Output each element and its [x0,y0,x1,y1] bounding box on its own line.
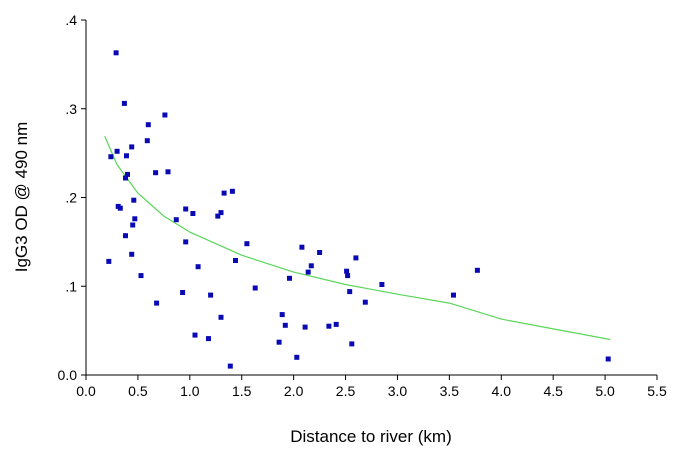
data-point [605,356,611,362]
data-point [123,233,128,239]
data-point [333,321,339,327]
data-point [305,269,311,275]
y-tick-label: 0.0 [58,367,78,383]
x-tick-label: 0.5 [128,383,148,399]
data-point [106,258,112,264]
data-point [252,285,258,291]
x-tick-label: 1.0 [180,383,200,399]
data-point [451,292,456,298]
data-point [154,300,160,306]
data-point [138,273,144,279]
x-tick-label: 5.0 [595,383,615,399]
data-point [125,171,130,177]
data-point [173,217,179,223]
y-axis-ticks: 0.0 .1 .2 .3 .4 [58,12,86,383]
data-point [130,222,136,228]
data-point [227,363,233,369]
data-point [276,339,282,345]
data-point [345,273,351,279]
data-point [244,241,250,247]
y-tick-label: .4 [65,12,77,28]
fit-curve [104,136,611,341]
data-point [287,275,292,281]
data-point [192,332,198,338]
data-point [144,138,150,144]
data-point [183,206,189,212]
x-axis-title: Distance to river (km) [290,427,452,446]
data-point [131,197,137,203]
data-point [117,205,123,211]
data-point [218,210,224,216]
data-point [347,289,353,295]
data-point [183,239,189,245]
data-point [165,169,171,175]
data-point [108,154,114,160]
data-point [379,282,385,287]
data-point [344,268,350,274]
data-point [294,354,300,360]
y-tick-label: .3 [65,101,77,117]
data-point [279,312,285,318]
data-point [215,213,221,219]
data-point [121,100,127,106]
data-point [129,144,135,150]
data-point [218,314,224,320]
data-point [308,263,314,269]
data-point [180,290,186,295]
data-point [326,323,332,329]
x-tick-label: 4.0 [492,383,512,399]
x-tick-label: 4.5 [543,383,563,399]
x-axis-ticks: 0.0 0.5 1.0 1.5 2.0 2.5 3.0 3.5 4.0 4.5 5.0 5.5 [76,375,667,399]
data-point [129,251,135,257]
data-point [474,267,480,273]
data-point [132,216,138,222]
x-tick-label: 2.5 [336,383,356,399]
data-point [206,336,211,342]
y-axis-title: IgG3 OD @ 490 nm [12,122,31,273]
data-point [208,292,214,298]
data-point [282,322,288,328]
data-point [195,264,201,270]
data-point [299,244,305,250]
x-tick-label: 0.0 [76,383,96,399]
data-point [229,188,235,194]
data-point [114,148,120,154]
data-point [349,341,355,347]
data-point [123,175,128,181]
data-point [353,255,359,261]
data-points [106,50,611,369]
plot-frame [85,20,657,376]
data-point [162,112,168,118]
data-point [153,170,159,176]
x-tick-label: 5.5 [647,383,667,399]
data-point [190,211,196,216]
data-point [302,324,308,330]
x-tick-label: 1.5 [232,383,252,399]
data-point [124,153,129,159]
y-tick-label: .1 [65,278,77,294]
data-point [145,122,151,128]
x-tick-label: 3.0 [388,383,408,399]
y-tick-label: .2 [65,190,77,206]
data-point [362,299,368,305]
data-point [233,258,238,263]
data-point [221,190,227,196]
data-point [113,50,119,56]
x-tick-label: 3.5 [440,383,460,399]
x-tick-label: 2.0 [284,383,304,399]
data-point [317,250,323,255]
